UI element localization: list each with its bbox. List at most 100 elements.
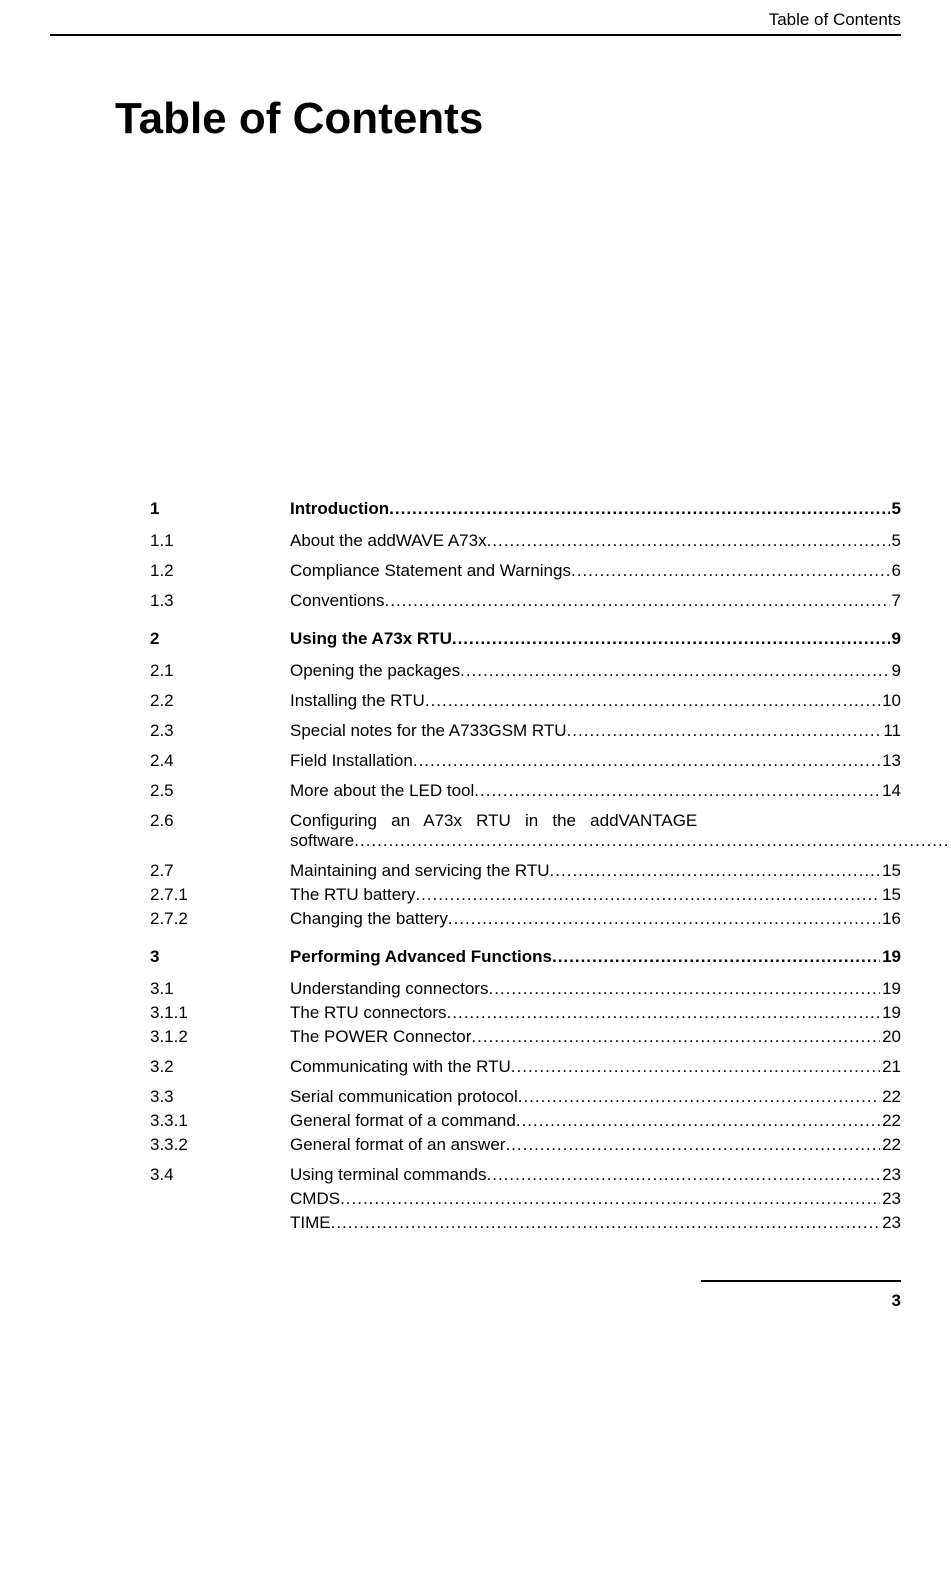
toc-title: Using terminal commands	[290, 1165, 487, 1185]
toc-page: 15	[880, 885, 901, 905]
header-rule	[50, 34, 901, 36]
toc-leader	[415, 885, 880, 905]
toc-title: Maintaining and servicing the RTU	[290, 861, 550, 881]
toc-number: 3.1	[150, 979, 290, 999]
toc-number: 3.1.1	[150, 1003, 290, 1023]
page-number: 3	[892, 1291, 901, 1310]
toc-entry: 1.1About the addWAVE A73x 5	[150, 531, 901, 551]
toc-title: Conventions	[290, 591, 385, 611]
toc-leader	[389, 499, 889, 519]
toc-page: 13	[880, 751, 901, 771]
toc-number: 1.2	[150, 561, 290, 581]
toc-entry: 2.6Configuring an A73x RTU in the addVAN…	[150, 811, 901, 851]
toc-number: 2.4	[150, 751, 290, 771]
toc-page: 23	[880, 1189, 901, 1209]
toc-leader	[354, 831, 951, 851]
toc-entry: 2.7.1The RTU battery15	[150, 885, 901, 905]
toc-title: Understanding connectors	[290, 979, 488, 999]
table-of-contents: 1Introduction5 1.1About the addWAVE A73x 5…	[150, 499, 901, 1233]
toc-leader	[474, 781, 880, 801]
toc-leader	[487, 531, 890, 551]
toc-title: Performing Advanced Functions	[290, 947, 552, 967]
toc-entry: TIME 23	[150, 1213, 901, 1233]
toc-page: 16	[880, 909, 901, 929]
toc-leader	[550, 861, 881, 881]
toc-leader	[505, 1135, 880, 1155]
toc-number: 3.4	[150, 1165, 290, 1185]
toc-page: 15	[880, 861, 901, 881]
toc-title: Communicating with the RTU	[290, 1057, 511, 1077]
toc-page: 11	[881, 721, 901, 741]
toc-entry: 3.3.1General format of a command22	[150, 1111, 901, 1131]
toc-title: The POWER Connector	[290, 1027, 471, 1047]
toc-entry: 2.2Installing the RTU10	[150, 691, 901, 711]
toc-leader	[571, 561, 890, 581]
toc-number: 2.6	[150, 811, 290, 831]
toc-number: 2.7.2	[150, 909, 290, 929]
toc-entry: 3.1.1The RTU connectors 19	[150, 1003, 901, 1023]
toc-entry: 1.2Compliance Statement and Warnings 6	[150, 561, 901, 581]
toc-leader	[567, 721, 882, 741]
toc-title: TIME	[290, 1213, 331, 1233]
toc-title: Compliance Statement and Warnings	[290, 561, 571, 581]
toc-title: Installing the RTU	[290, 691, 425, 711]
toc-entry: 2.3Special notes for the A733GSM RTU 11	[150, 721, 901, 741]
toc-page: 5	[890, 531, 901, 551]
toc-number: 2.1	[150, 661, 290, 681]
toc-entry: 3.1Understanding connectors 19	[150, 979, 901, 999]
toc-page: 19	[880, 979, 901, 999]
toc-leader	[331, 1213, 880, 1233]
toc-number: 2.5	[150, 781, 290, 801]
toc-number: 1	[150, 499, 290, 519]
toc-title: Special notes for the A733GSM RTU	[290, 721, 567, 741]
toc-page: 22	[880, 1087, 901, 1107]
toc-leader	[385, 591, 890, 611]
toc-title: Configuring an A73x RTU in the addVANTAG…	[290, 811, 951, 851]
toc-leader	[516, 1111, 880, 1131]
toc-page: 19	[880, 1003, 901, 1023]
toc-number: 1.1	[150, 531, 290, 551]
toc-leader	[460, 661, 889, 681]
toc-number: 2.7	[150, 861, 290, 881]
toc-page: 6	[890, 561, 901, 581]
toc-page: 9	[890, 661, 901, 681]
toc-entry: 2Using the A73x RTU9	[150, 629, 901, 649]
toc-entry: 3.4Using terminal commands 23	[150, 1165, 901, 1185]
toc-title: About the addWAVE A73x	[290, 531, 487, 551]
toc-title: The RTU battery	[290, 885, 415, 905]
toc-title: General format of an answer	[290, 1135, 505, 1155]
toc-entry: 3.3Serial communication protocol22	[150, 1087, 901, 1107]
toc-entry: 2.5More about the LED tool14	[150, 781, 901, 801]
toc-page: 19	[880, 947, 901, 967]
toc-number: 3.2	[150, 1057, 290, 1077]
toc-leader	[511, 1057, 880, 1077]
toc-title: Opening the packages	[290, 661, 460, 681]
toc-page: 7	[890, 591, 901, 611]
toc-leader	[413, 751, 880, 771]
toc-entry: 2.7.2Changing the battery16	[150, 909, 901, 929]
toc-entry: 1Introduction5	[150, 499, 901, 519]
toc-title: The RTU connectors	[290, 1003, 447, 1023]
toc-title: Field Installation	[290, 751, 413, 771]
toc-leader	[471, 1027, 880, 1047]
toc-page: 23	[880, 1165, 901, 1185]
toc-entry: 2.7Maintaining and servicing the RTU 15	[150, 861, 901, 881]
toc-leader	[448, 909, 880, 929]
toc-page: 21	[880, 1057, 901, 1077]
toc-leader	[487, 1165, 881, 1185]
toc-entry: 3.3.2General format of an answer22	[150, 1135, 901, 1155]
toc-entry: CMDS23	[150, 1189, 901, 1209]
toc-entry: 1.3Conventions7	[150, 591, 901, 611]
toc-page: 23	[880, 1213, 901, 1233]
toc-leader	[452, 629, 890, 649]
toc-number: 3.3	[150, 1087, 290, 1107]
toc-page: 22	[880, 1111, 901, 1131]
toc-number: 2.3	[150, 721, 290, 741]
toc-number: 2.2	[150, 691, 290, 711]
toc-entry: 2.1Opening the packages 9	[150, 661, 901, 681]
toc-page: 9	[890, 629, 901, 649]
page-footer: 3	[50, 1273, 901, 1311]
toc-number: 3	[150, 947, 290, 967]
toc-number: 3.3.2	[150, 1135, 290, 1155]
toc-entry: 3.2Communicating with the RTU 21	[150, 1057, 901, 1077]
